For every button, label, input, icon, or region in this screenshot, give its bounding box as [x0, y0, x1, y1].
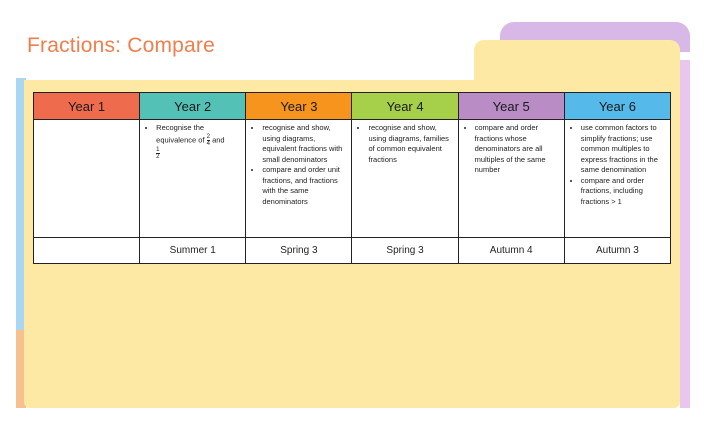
- page-title: Fractions: Compare: [27, 34, 215, 57]
- term-year-3: Spring 3: [245, 237, 353, 264]
- year-6-content: use common factors to simplify fractions…: [563, 119, 672, 238]
- year-3-point: recognise and show, using diagrams, equi…: [262, 123, 345, 165]
- year-5-content: compare and order fractions whose denomi…: [457, 119, 565, 238]
- fraction-denominator: 4: [206, 140, 210, 147]
- year-4-content: recognise and show, using diagrams, fami…: [351, 119, 459, 238]
- year-1-content: [32, 119, 141, 238]
- header-year-3: Year 3: [245, 92, 353, 120]
- decorative-blue-strip: [16, 78, 26, 408]
- year-6-point: compare and order fractions, including f…: [581, 176, 664, 208]
- curriculum-table: Year 1 Year 2 Year 3 Year 4 Year 5 Year …: [32, 92, 672, 264]
- year-2-point: Recognise the equivalence of 24 and 12: [156, 123, 239, 160]
- year-3-content: recognise and show, using diagrams, equi…: [245, 119, 353, 238]
- header-year-6: Year 6: [563, 92, 672, 120]
- fraction-numerator: 2: [206, 133, 210, 141]
- term-year-6: Autumn 3: [563, 237, 672, 264]
- year-6-point: use common factors to simplify fractions…: [581, 123, 664, 176]
- year-2-and-text: and: [212, 134, 225, 144]
- year-2-content: Recognise the equivalence of 24 and 12: [139, 119, 247, 238]
- year-3-point: compare and order unit fractions, and fr…: [262, 165, 345, 207]
- header-year-1: Year 1: [32, 92, 141, 120]
- fraction-numerator: 1: [156, 146, 160, 154]
- decorative-orange-strip: [16, 330, 26, 408]
- content-row: Recognise the equivalence of 24 and 12 r…: [32, 119, 672, 238]
- header-row: Year 1 Year 2 Year 3 Year 4 Year 5 Year …: [32, 92, 672, 120]
- header-year-5: Year 5: [457, 92, 565, 120]
- term-year-2: Summer 1: [139, 237, 247, 264]
- term-row: Summer 1 Spring 3 Spring 3 Autumn 4 Autu…: [32, 237, 672, 264]
- term-year-5: Autumn 4: [457, 237, 565, 264]
- fraction-denominator: 2: [156, 153, 160, 160]
- header-year-4: Year 4: [351, 92, 459, 120]
- decorative-right-strip: [680, 60, 690, 408]
- year-2-point-text: Recognise the equivalence of: [156, 123, 205, 144]
- term-year-1: [32, 237, 141, 264]
- header-year-2: Year 2: [139, 92, 247, 120]
- term-year-4: Spring 3: [351, 237, 459, 264]
- year-5-point: compare and order fractions whose denomi…: [475, 123, 558, 176]
- year-4-point: recognise and show, using diagrams, fami…: [368, 123, 451, 165]
